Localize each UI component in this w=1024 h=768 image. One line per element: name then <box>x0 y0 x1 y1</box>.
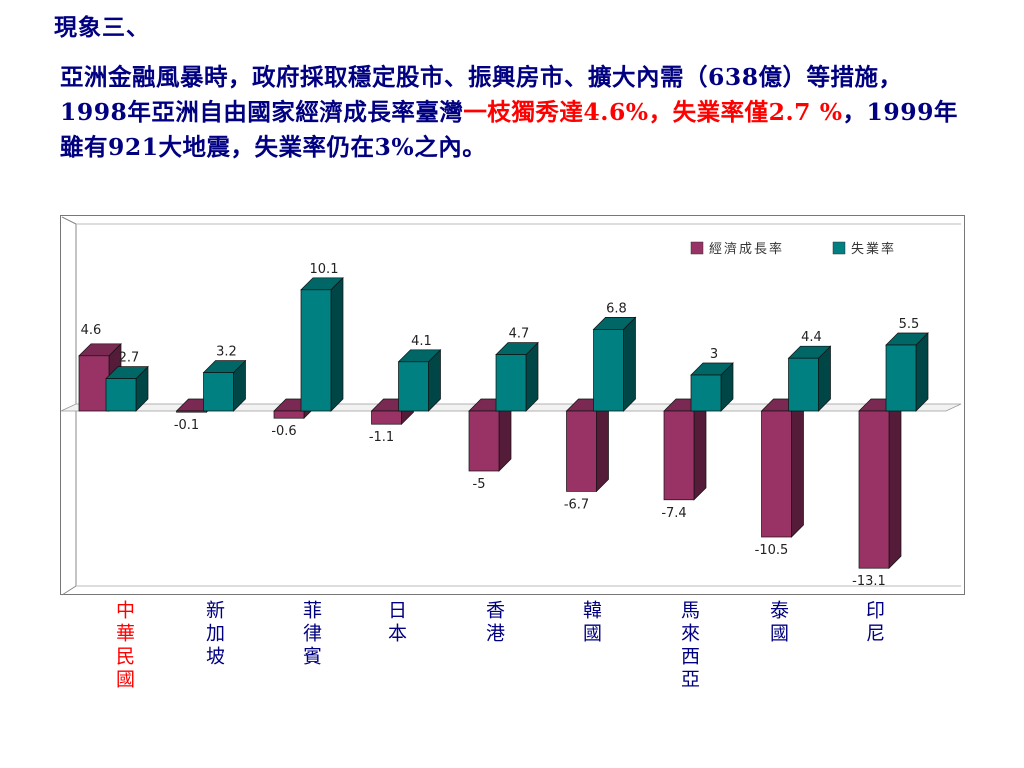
chart-frame: 4.6 2.7 -0.1 3.2 -0.6 10.1 -1.1 4.1 -5 4.7 -6.7 6.8… <box>60 215 965 596</box>
label-growth-8: -13.1 <box>852 574 886 589</box>
bar-unemployment-3-front <box>398 361 429 412</box>
legend: 經濟成長率 失業率 <box>690 241 896 257</box>
label-unemployment-5: 6.8 <box>606 301 627 316</box>
category-label-korea: 韓國 <box>580 600 602 646</box>
highlight-separator: ， <box>648 98 673 126</box>
category-label-singapore: 新加坡 <box>203 600 225 669</box>
bar-growth-7-side <box>791 398 804 538</box>
bar-unemployment-2-front <box>300 289 332 412</box>
label-unemployment-4: 4.7 <box>509 327 530 342</box>
label-unemployment-0: 2.7 <box>119 351 140 366</box>
bar-growth-1-front <box>176 410 207 413</box>
label-unemployment-3: 4.1 <box>411 334 432 349</box>
bar-unemployment-8-side <box>915 332 929 412</box>
category-label-thailand: 泰國 <box>767 600 789 646</box>
label-growth-3: -1.1 <box>369 430 394 445</box>
bar-unemployment-8 <box>885 332 929 412</box>
category-label-philippines: 菲律賓 <box>300 600 322 669</box>
bar-growth-8 <box>858 398 902 570</box>
legend-swatch-unemployment <box>832 241 846 255</box>
bar-growth-6-front <box>663 410 695 501</box>
bar-unemployment-4-front <box>495 354 527 412</box>
bar-unemployment-5 <box>592 316 637 412</box>
label-growth-6: -7.4 <box>661 506 686 521</box>
legend-label-growth: 經濟成長率 <box>709 241 784 257</box>
highlight-unemployment: 失業率僅2.7 % <box>672 98 843 126</box>
category-label-hong-kong: 香港 <box>483 600 505 646</box>
legend-swatch-growth <box>690 241 704 255</box>
paragraph-text-1: 亞洲金融風暴時，政府採取穩定股市、振興房市、擴大內需（638億）等措施，1998… <box>60 63 903 126</box>
bar-growth-4-front <box>468 410 500 472</box>
bar-unemployment-5-side <box>623 316 636 412</box>
label-unemployment-8: 5.5 <box>899 317 920 332</box>
bar-unemployment-0 <box>105 365 149 412</box>
label-growth-0: 4.6 <box>81 323 102 338</box>
bar-unemployment-2-side <box>330 276 344 412</box>
label-unemployment-6: 3 <box>710 347 718 362</box>
bars <box>78 276 929 570</box>
slide-title: 現象三、 <box>54 14 150 41</box>
bar-growth-5-front <box>566 410 597 492</box>
label-growth-5: -6.7 <box>564 497 589 512</box>
bar-growth-3-front <box>371 410 402 425</box>
bar-unemployment-7 <box>787 345 832 412</box>
category-label-indonesia: 印尼 <box>863 600 885 646</box>
bar-chart: 4.6 2.7 -0.1 3.2 -0.6 10.1 -1.1 4.1 -5 4.7 -6.7 6.8… <box>61 216 962 596</box>
legend-label-unemployment: 失業率 <box>851 241 896 257</box>
highlight-growth: 一枝獨秀達4.6% <box>463 98 649 126</box>
bar-growth-5-side <box>596 398 609 493</box>
label-growth-1: -0.1 <box>174 418 199 433</box>
bar-unemployment-2 <box>300 276 344 412</box>
bar-unemployment-5-front <box>593 329 624 412</box>
bar-growth-8-front <box>858 410 890 569</box>
bar-growth-5 <box>565 398 610 493</box>
bar-unemployment-6 <box>690 362 734 412</box>
bar-growth-8-side <box>888 398 902 570</box>
bar-unemployment-1-front <box>203 372 234 412</box>
side-wall-bottom <box>61 585 77 596</box>
bar-unemployment-3 <box>397 348 442 412</box>
data-labels: 4.6 2.7 -0.1 3.2 -0.6 10.1 -1.1 4.1 -5 4.7 -6.7 6.8… <box>81 262 920 589</box>
label-unemployment-1: 3.2 <box>216 345 237 360</box>
label-growth-7: -10.5 <box>755 543 789 558</box>
bar-growth-7 <box>760 398 805 538</box>
body-paragraph: 亞洲金融風暴時，政府採取穩定股市、振興房市、擴大內需（638億）等措施，1998… <box>60 60 965 165</box>
bar-unemployment-4 <box>495 341 539 412</box>
category-label-roc: 中華民國 <box>113 600 135 692</box>
bar-growth-6 <box>663 398 707 501</box>
bar-growth-0-front <box>78 355 110 412</box>
bar-unemployment-0-front <box>105 378 137 412</box>
paragraph-text-2: ，1999年雖有921大地震，失業率仍在3%之內。 <box>60 98 958 161</box>
bar-unemployment-7-front <box>788 357 819 412</box>
bar-unemployment-1 <box>202 359 247 412</box>
bar-growth-2-front <box>273 410 305 419</box>
label-unemployment-7: 4.4 <box>801 330 822 345</box>
bar-growth-7-front <box>761 410 792 538</box>
bar-unemployment-8-front <box>885 344 917 412</box>
bar-growth-6-side <box>693 398 707 501</box>
label-growth-4: -5 <box>473 477 486 492</box>
category-label-malaysia: 馬來西亞 <box>678 600 700 692</box>
label-growth-2: -0.6 <box>271 424 296 439</box>
label-unemployment-2: 10.1 <box>310 262 339 277</box>
side-wall-top <box>61 216 77 225</box>
category-label-japan: 日本 <box>385 600 407 646</box>
bar-unemployment-6-front <box>690 374 722 412</box>
